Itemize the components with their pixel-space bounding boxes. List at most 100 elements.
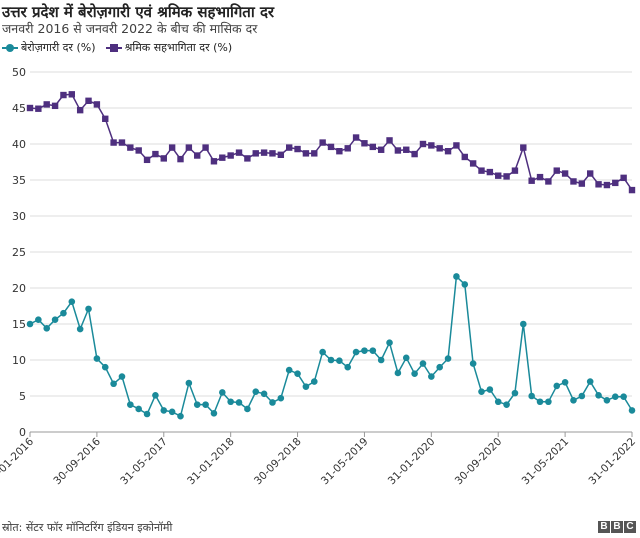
participation-point	[118, 139, 126, 146]
unemployment-point	[26, 320, 34, 328]
participation-point	[127, 144, 134, 151]
unemployment-point	[319, 348, 326, 356]
unemployment-point	[336, 357, 343, 365]
unemployment-point	[277, 394, 285, 402]
legend-square-icon	[109, 43, 118, 52]
participation-point	[252, 150, 259, 157]
unemployment-point	[436, 363, 443, 371]
x-tick-label: 31-05-2017	[118, 436, 170, 488]
unemployment-point	[553, 382, 561, 390]
unemployment-point	[352, 348, 360, 356]
participation-point	[411, 150, 418, 158]
participation-point	[486, 168, 494, 176]
unemployment-point	[595, 391, 602, 399]
unemployment-point	[93, 355, 101, 362]
unemployment-point	[377, 356, 385, 364]
participation-point	[43, 101, 50, 108]
participation-point	[311, 150, 318, 157]
unemployment-point	[578, 392, 586, 400]
unemployment-point	[419, 360, 427, 367]
unemployment-point	[285, 366, 293, 374]
participation-point	[227, 152, 234, 159]
participation-point	[26, 104, 34, 112]
unemployment-point	[60, 309, 67, 317]
unemployment-point	[185, 379, 193, 387]
participation-point	[386, 137, 393, 144]
participation-point	[76, 106, 84, 114]
x-tick-label: 30-09-2018	[252, 436, 304, 488]
participation-point	[152, 150, 159, 158]
unemployment-point	[193, 401, 201, 408]
participation-point	[269, 150, 276, 157]
unemployment-point	[528, 392, 535, 400]
unemployment-line	[29, 274, 633, 418]
x-tick-label: 31-01-2020	[386, 436, 438, 488]
bbc-logo-letter: B	[598, 521, 610, 533]
y-tick-label: 25	[12, 246, 26, 259]
unemployment-point	[168, 408, 176, 416]
chart-title: उत्तर प्रदेश में बेरोज़गारी एवं श्रमिक स…	[2, 3, 275, 21]
unemployment-point	[503, 401, 510, 408]
unemployment-point	[327, 356, 335, 364]
participation-point	[570, 178, 577, 185]
participation-point	[419, 140, 427, 148]
x-tick-label: 31-01-2016	[0, 435, 36, 487]
y-tick-label: 0	[19, 426, 26, 439]
unemployment-point	[344, 363, 352, 371]
participation-point	[244, 155, 251, 162]
unemployment-point	[520, 320, 527, 328]
participation-point	[586, 170, 594, 177]
participation-point	[469, 160, 477, 167]
x-tick-label: 31-05-2019	[319, 436, 371, 488]
unemployment-point	[310, 378, 318, 385]
participation-point	[461, 153, 468, 161]
participation-point	[520, 144, 527, 151]
y-tick-label: 5	[19, 390, 26, 403]
x-tick-label: 31-01-2022	[586, 436, 638, 488]
unemployment-point	[511, 389, 519, 397]
legend-swatch-participation	[105, 43, 122, 52]
unemployment-point	[461, 281, 469, 288]
participation-point	[495, 172, 502, 179]
participation-point	[436, 145, 443, 152]
unemployment-point	[35, 316, 42, 323]
participation-point	[168, 144, 176, 151]
participation-point	[553, 167, 560, 174]
unemployment-point	[494, 398, 502, 406]
unemployment-point	[244, 405, 251, 413]
unemployment-point	[76, 325, 84, 333]
unemployment-point	[545, 398, 552, 406]
x-tick-label: 31-05-2021	[520, 436, 572, 488]
chart-subtitle: जनवरी 2016 से जनवरी 2022 के बीच की मासिक…	[2, 21, 258, 36]
participation-point	[545, 178, 552, 185]
participation-point	[453, 142, 460, 149]
x-tick-label: 30-09-2016	[51, 435, 103, 487]
unemployment-point	[68, 298, 76, 305]
participation-point	[369, 143, 377, 151]
unemployment-point	[135, 405, 142, 413]
participation-point	[503, 173, 510, 180]
unemployment-point	[402, 354, 410, 362]
participation-point	[403, 146, 410, 153]
unemployment-point	[118, 373, 126, 380]
participation-point	[68, 91, 76, 98]
legend-label-unemployment: बेरोज़गारी दर (%)	[21, 41, 96, 54]
participation-point	[603, 181, 611, 189]
unemployment-point	[85, 305, 92, 313]
participation-point	[327, 143, 335, 151]
y-tick-label: 20	[12, 282, 26, 295]
participation-point	[595, 181, 602, 188]
x-tick-label: 30-09-2020	[453, 436, 505, 488]
unemployment-point	[444, 355, 452, 362]
unemployment-point	[302, 383, 310, 390]
unemployment-point	[110, 380, 117, 388]
unemployment-point	[294, 370, 301, 377]
participation-point	[628, 186, 636, 194]
unemployment-point	[561, 379, 569, 386]
participation-point	[285, 144, 293, 151]
participation-point	[202, 144, 209, 151]
unemployment-point	[603, 397, 611, 404]
unemployment-point	[478, 388, 485, 395]
unemployment-point	[628, 407, 636, 414]
unemployment-point	[394, 369, 402, 377]
